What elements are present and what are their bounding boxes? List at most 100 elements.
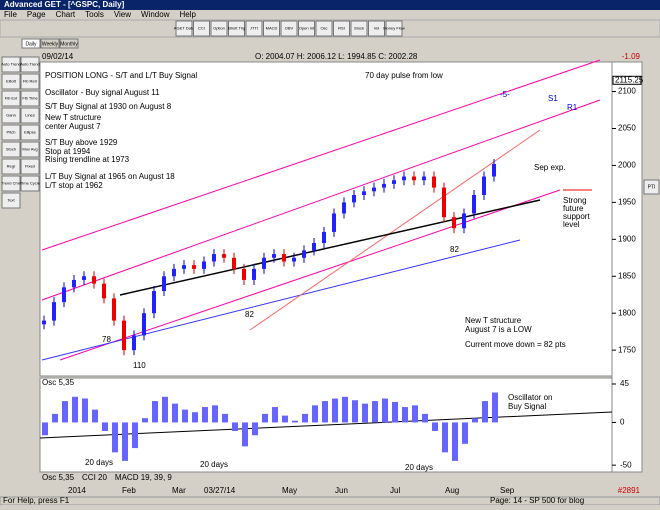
tab-label: Monthly bbox=[60, 41, 78, 47]
tool-button[interactable] bbox=[1, 90, 21, 107]
tool-button[interactable] bbox=[20, 56, 40, 73]
osc-bar bbox=[352, 400, 358, 423]
annotation: L/T stop at 1962 bbox=[45, 181, 103, 190]
osc-tick-label: -50 bbox=[620, 460, 632, 469]
candle bbox=[282, 254, 286, 262]
tool-button[interactable] bbox=[1, 141, 21, 158]
tab-label: Daily bbox=[25, 41, 37, 47]
study-tab[interactable]: Osc 5,35 bbox=[42, 473, 75, 482]
tool-button[interactable] bbox=[20, 90, 40, 107]
menu-item[interactable]: Help bbox=[179, 10, 196, 19]
toolbar-button[interactable] bbox=[298, 20, 315, 37]
tool-label: Stoch bbox=[6, 147, 16, 152]
osc-bar bbox=[262, 413, 268, 423]
toolbar-button[interactable] bbox=[333, 20, 350, 37]
toolbar-button[interactable] bbox=[175, 20, 193, 37]
tab[interactable] bbox=[40, 38, 60, 49]
annotation: Stop at 1994 bbox=[45, 147, 91, 156]
tab[interactable] bbox=[59, 38, 79, 49]
osc-bar bbox=[202, 407, 208, 423]
annotation: support bbox=[563, 212, 590, 221]
annotation: S/T Buy above 1929 bbox=[45, 138, 118, 147]
toolbar-label: Money Flow bbox=[383, 26, 405, 31]
menu-item[interactable]: Window bbox=[141, 10, 170, 19]
osc-tick-label: 0 bbox=[620, 418, 625, 427]
annotation: Strong bbox=[563, 196, 587, 205]
tool-button[interactable] bbox=[20, 175, 40, 192]
tool-button[interactable] bbox=[1, 124, 21, 141]
tool-button[interactable] bbox=[1, 192, 21, 209]
candle bbox=[462, 213, 466, 229]
toolbar-button[interactable] bbox=[350, 20, 368, 37]
price-tick-label: 2050 bbox=[618, 124, 636, 133]
toolbar-button[interactable] bbox=[368, 20, 385, 37]
osc-bar bbox=[372, 401, 378, 423]
study-tab[interactable]: CCI 20 bbox=[82, 473, 107, 482]
toolbar-button[interactable] bbox=[193, 20, 210, 37]
trend-line bbox=[41, 99, 601, 301]
osc-bar bbox=[272, 407, 278, 423]
osc-bar bbox=[232, 422, 238, 431]
menu-item[interactable]: File bbox=[4, 10, 17, 19]
menu-item[interactable]: Tools bbox=[85, 10, 104, 19]
candle bbox=[432, 176, 436, 188]
osc-annotation: 20 days bbox=[200, 460, 228, 469]
candle bbox=[382, 183, 386, 188]
toolbar-label: Osc bbox=[320, 26, 327, 31]
tool-button[interactable] bbox=[20, 158, 40, 175]
candle bbox=[102, 283, 106, 299]
candle bbox=[62, 287, 66, 303]
osc-bar bbox=[212, 405, 218, 423]
candle bbox=[162, 276, 166, 292]
tool-button[interactable] bbox=[20, 124, 40, 141]
moving-average bbox=[119, 199, 541, 296]
annotation: 70 day pulse from low bbox=[365, 71, 443, 80]
candle bbox=[452, 217, 456, 229]
price-tick-label: 1900 bbox=[618, 234, 636, 243]
candle bbox=[372, 187, 376, 192]
toolbar-label: Option bbox=[213, 26, 225, 31]
osc-bar bbox=[62, 401, 68, 423]
tool-label: Time Cycle bbox=[20, 181, 41, 186]
tool-button[interactable] bbox=[1, 158, 21, 175]
tool-button[interactable] bbox=[1, 73, 21, 90]
tool-button[interactable] bbox=[1, 56, 21, 73]
tool-button[interactable] bbox=[1, 107, 21, 124]
osc-bar bbox=[172, 403, 178, 423]
osc-bar bbox=[492, 392, 498, 423]
tool-label: Ellipse bbox=[24, 130, 37, 135]
candle bbox=[332, 213, 336, 232]
toolbar-label: Vol bbox=[374, 26, 380, 31]
menu-item[interactable]: Chart bbox=[56, 10, 76, 19]
candle bbox=[262, 257, 266, 269]
candle bbox=[362, 191, 366, 195]
info-change: -1.09 bbox=[622, 52, 641, 61]
toolbar-button[interactable] bbox=[228, 20, 245, 37]
osc-bar bbox=[382, 398, 388, 423]
osc-bar bbox=[342, 396, 348, 423]
candle bbox=[472, 194, 476, 214]
last-price-box bbox=[612, 75, 642, 85]
toolbar-button[interactable] bbox=[315, 20, 333, 37]
osc-bar bbox=[282, 415, 288, 423]
tab[interactable] bbox=[21, 38, 41, 49]
tool-button[interactable] bbox=[20, 107, 40, 124]
toolbar-button[interactable] bbox=[385, 20, 403, 37]
toolbar-button[interactable] bbox=[210, 20, 228, 37]
toolbar-button[interactable] bbox=[263, 20, 280, 37]
toolbar-button[interactable] bbox=[280, 20, 298, 37]
tool-button[interactable] bbox=[20, 73, 40, 90]
value-axis bbox=[611, 61, 643, 473]
study-tab[interactable]: MACD 19, 39, 9 bbox=[115, 473, 172, 482]
annotation: Oscillator - Buy signal August 11 bbox=[45, 88, 160, 97]
menu-item[interactable]: View bbox=[114, 10, 131, 19]
toolbar-button[interactable] bbox=[245, 20, 263, 37]
osc-bar bbox=[192, 412, 198, 423]
tool-button[interactable] bbox=[643, 179, 660, 195]
osc-bar bbox=[462, 422, 468, 444]
menu-item[interactable]: Page bbox=[27, 10, 46, 19]
tool-button[interactable] bbox=[1, 175, 21, 192]
candle bbox=[322, 231, 326, 244]
tool-button[interactable] bbox=[20, 141, 40, 158]
date-label: May bbox=[282, 486, 297, 495]
